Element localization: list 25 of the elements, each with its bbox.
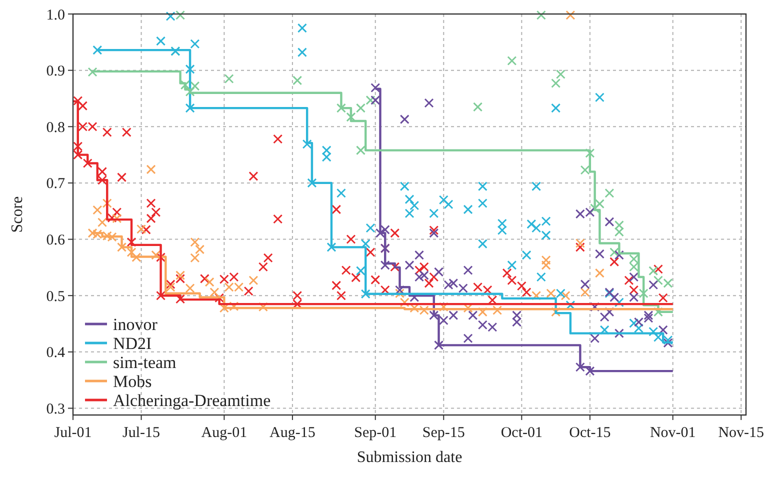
legend-label: ND2I [113, 334, 152, 353]
legend-label: Alcheringa-Dreamtime [113, 390, 271, 410]
x-tick-label: Nov-01 [650, 425, 696, 441]
x-tick-label: Sep-15 [422, 425, 465, 441]
y-tick-label: 1.0 [46, 7, 65, 24]
x-tick-label: Jul-15 [122, 425, 160, 441]
y-tick-label: 0.4 [46, 345, 66, 362]
x-tick-label: Oct-01 [500, 425, 542, 441]
y-tick-label: 0.5 [46, 288, 65, 305]
y-tick-label: 0.8 [46, 120, 65, 136]
y-axis-title: Score [9, 196, 26, 233]
y-tick-label: 0.7 [46, 176, 66, 192]
y-tick-label: 0.9 [46, 64, 65, 80]
legend-label: Mobs [113, 372, 152, 391]
legend-label: sim-team [113, 352, 176, 372]
x-axis-title: Submission date [356, 449, 462, 466]
x-tick-label: Aug-15 [270, 425, 316, 441]
legend-label: inovor [113, 314, 158, 334]
x-tick-label: Sep-01 [354, 425, 397, 441]
y-tick-label: 0.6 [46, 232, 66, 249]
x-tick-label: Oct-15 [569, 425, 611, 441]
x-tick-label: Jul-01 [54, 425, 92, 441]
x-tick-label: Nov-15 [718, 425, 764, 441]
x-tick-label: Aug-01 [201, 425, 248, 441]
y-tick-label: 0.3 [46, 401, 65, 418]
